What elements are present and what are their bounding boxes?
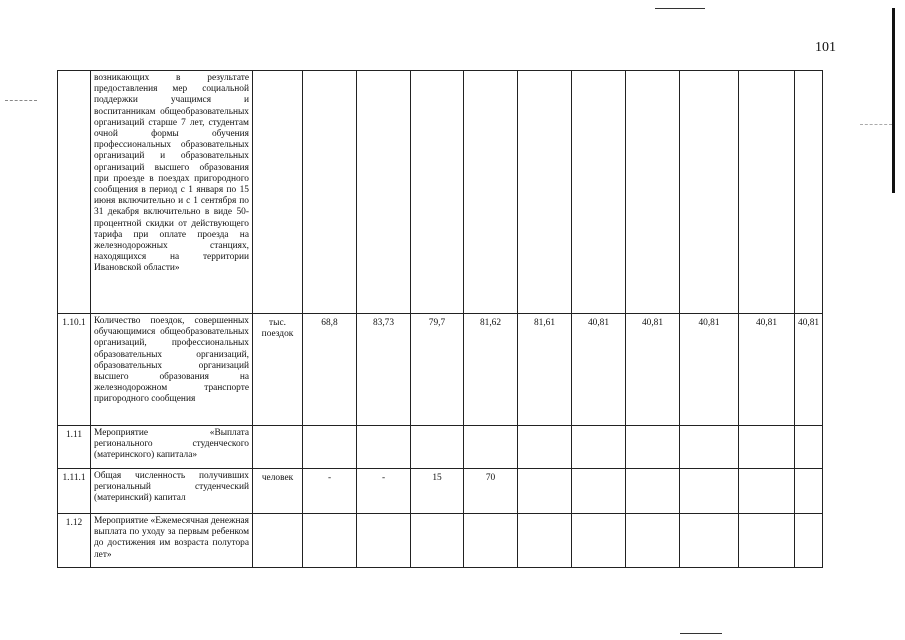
row-value: 40,81 — [571, 313, 626, 426]
row-value — [625, 468, 680, 514]
table-row: 1.10.1 Количество поездок, совершенных об… — [57, 313, 824, 426]
scan-edge-right — [892, 8, 895, 193]
row-value — [410, 513, 464, 568]
row-value — [356, 425, 411, 469]
row-unit — [252, 70, 303, 314]
row-description: Количество поездок, совершенных обучающи… — [90, 313, 253, 426]
row-value — [410, 70, 464, 314]
row-value: 40,81 — [738, 313, 795, 426]
row-value — [517, 468, 572, 514]
row-value — [738, 425, 795, 469]
indicators-table: возникающих в результате предоставления … — [57, 70, 824, 568]
row-value — [302, 70, 357, 314]
table-row: 1.11 Мероприятие «Выплата регионального с… — [57, 425, 824, 469]
row-value: 40,81 — [793, 313, 824, 426]
row-value — [738, 70, 795, 314]
row-unit: тыс. поездок — [252, 313, 303, 426]
row-value — [410, 425, 464, 469]
scan-mark-top — [655, 8, 705, 9]
row-value — [793, 425, 824, 469]
row-value — [679, 70, 739, 314]
row-value: 70 — [463, 468, 518, 514]
row-value — [625, 513, 680, 568]
row-value: 81,61 — [517, 313, 572, 426]
row-value — [571, 513, 626, 568]
row-value — [517, 70, 572, 314]
row-value — [463, 70, 518, 314]
row-value — [793, 70, 824, 314]
table-row: 1.11.1 Общая численность получивших регио… — [57, 468, 824, 514]
row-unit: человек — [252, 468, 303, 514]
table-row: возникающих в результате предоставления … — [57, 70, 824, 314]
scan-dash-right — [860, 124, 892, 125]
scan-mark-bottom — [680, 633, 722, 634]
row-description: возникающих в результате предоставления … — [90, 70, 253, 314]
row-value — [738, 513, 795, 568]
row-value — [679, 513, 739, 568]
row-unit — [252, 513, 303, 568]
row-value — [356, 70, 411, 314]
row-value: 40,81 — [625, 313, 680, 426]
row-description: Мероприятие «Ежемесячная денежная выплат… — [90, 513, 253, 568]
row-value — [738, 468, 795, 514]
row-value — [356, 513, 411, 568]
table-row: 1.12 Мероприятие «Ежемесячная денежная вы… — [57, 513, 824, 568]
row-code — [57, 70, 91, 314]
row-value: 79,7 — [410, 313, 464, 426]
row-value — [679, 468, 739, 514]
row-value — [625, 70, 680, 314]
row-value — [517, 513, 572, 568]
row-value: 68,8 — [302, 313, 357, 426]
row-value — [571, 425, 626, 469]
row-value — [302, 513, 357, 568]
row-description: Общая численность получивших региональны… — [90, 468, 253, 514]
page-number: 101 — [815, 40, 836, 55]
row-value — [571, 70, 626, 314]
row-code: 1.12 — [57, 513, 91, 568]
scan-dash-left — [5, 100, 37, 101]
row-value: - — [356, 468, 411, 514]
row-value — [302, 425, 357, 469]
row-description: Мероприятие «Выплата регионального студе… — [90, 425, 253, 469]
row-value: 15 — [410, 468, 464, 514]
row-code: 1.10.1 — [57, 313, 91, 426]
row-value — [571, 468, 626, 514]
row-value — [517, 425, 572, 469]
row-value — [679, 425, 739, 469]
row-value: 83,73 — [356, 313, 411, 426]
row-code: 1.11 — [57, 425, 91, 469]
row-value — [463, 513, 518, 568]
row-code: 1.11.1 — [57, 468, 91, 514]
row-value: 40,81 — [679, 313, 739, 426]
row-value — [793, 513, 824, 568]
row-value — [625, 425, 680, 469]
row-unit — [252, 425, 303, 469]
row-value: 81,62 — [463, 313, 518, 426]
row-value: - — [302, 468, 357, 514]
row-value — [793, 468, 824, 514]
row-value — [463, 425, 518, 469]
